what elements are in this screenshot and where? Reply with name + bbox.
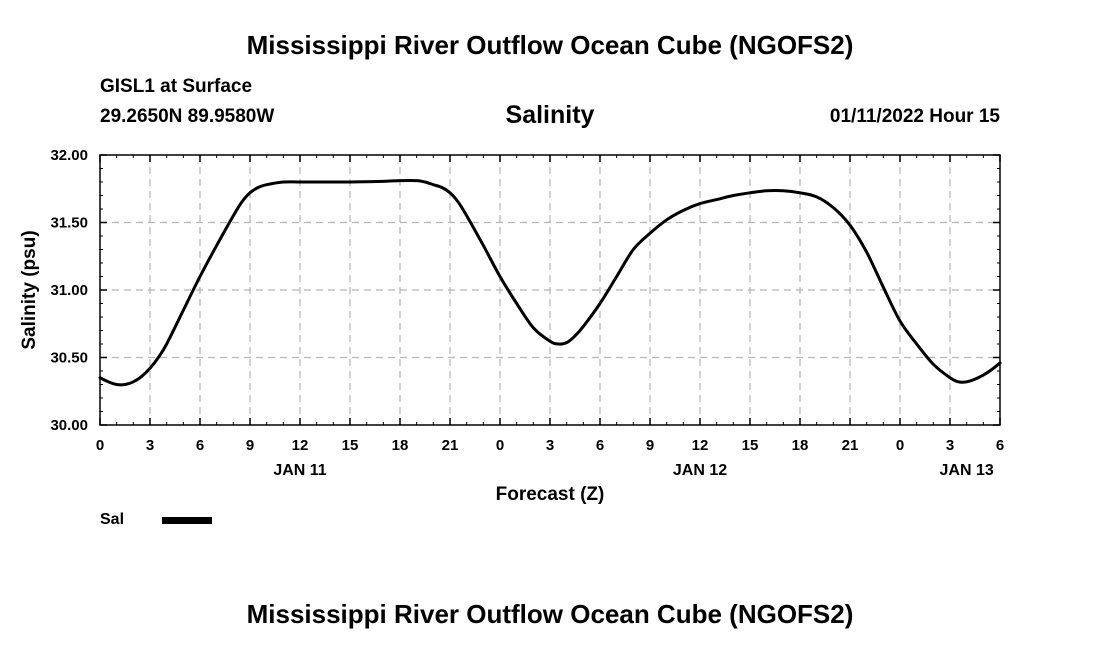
axis-ticks [99, 154, 1001, 426]
x-tick-label: 3 [546, 437, 554, 454]
x-tick-label: 6 [996, 437, 1004, 454]
x-tick-label: 15 [342, 437, 359, 454]
chart-title: Salinity [505, 101, 595, 129]
y-tick-label: 32.00 [50, 147, 88, 164]
x-tick-label: 3 [146, 437, 154, 454]
x-tick-label: 6 [596, 437, 604, 454]
y-tick-label: 30.00 [50, 417, 88, 434]
x-day-label: JAN 13 [940, 462, 994, 479]
x-tick-label: 0 [496, 437, 504, 454]
x-day-label: JAN 12 [673, 462, 727, 479]
y-tick-label: 31.50 [50, 215, 88, 232]
y-axis-title: Salinity (psu) [19, 230, 40, 349]
x-tick-label: 0 [96, 437, 104, 454]
legend-label: Sal [100, 511, 125, 528]
forecast-datetime: 01/11/2022 Hour 15 [829, 106, 1000, 127]
x-day-label: JAN 11 [273, 462, 326, 479]
x-tick-label: 21 [442, 437, 459, 454]
axis-labels: 0 3 6 9 12 15 18 21 0 3 6 9 12 15 18 21 0 3 6 30.00 30.50 31.… [50, 147, 1004, 479]
x-tick-label: 9 [246, 437, 254, 454]
station-coordinates: 29.2650N 89.9580W [100, 106, 275, 127]
x-tick-label: 12 [292, 437, 309, 454]
x-tick-label: 9 [646, 437, 654, 454]
y-tick-label: 31.00 [50, 282, 88, 299]
x-tick-label: 18 [392, 437, 409, 454]
series-line-sal [98, 179, 1002, 387]
y-tick-label: 30.50 [50, 350, 88, 367]
footer-title: Mississippi River Outflow Ocean Cube (NG… [246, 599, 854, 629]
grid [100, 155, 1000, 425]
x-tick-label: 0 [896, 437, 904, 454]
x-tick-label: 18 [792, 437, 809, 454]
x-axis-title: Forecast (Z) [496, 484, 605, 505]
legend-swatch [162, 517, 212, 524]
x-tick-label: 15 [742, 437, 759, 454]
x-tick-label: 21 [842, 437, 859, 454]
page-title: Mississippi River Outflow Ocean Cube (NG… [246, 30, 854, 60]
x-tick-label: 12 [692, 437, 709, 454]
x-tick-label: 6 [196, 437, 204, 454]
x-tick-label: 3 [946, 437, 954, 454]
station-label: GISL1 at Surface [100, 76, 253, 97]
